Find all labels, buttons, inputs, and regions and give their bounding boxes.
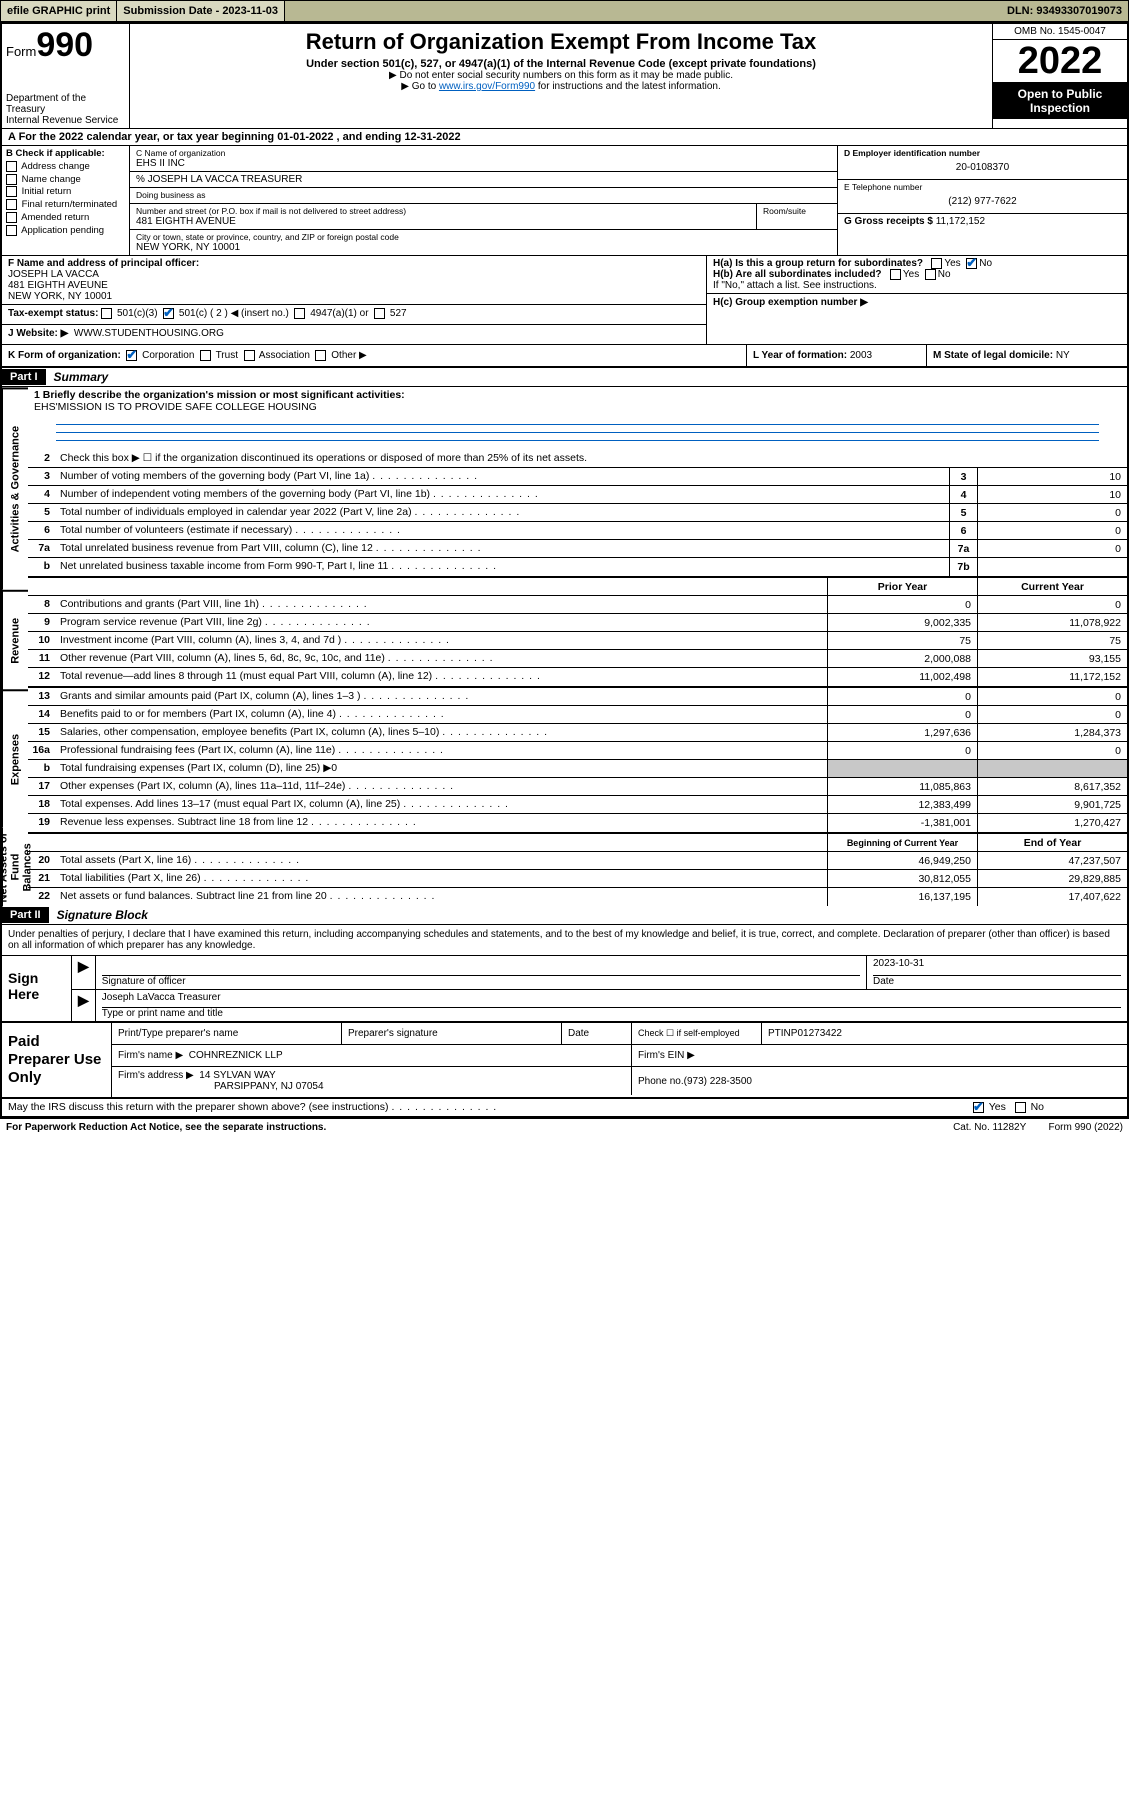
- summary-line: 20Total assets (Part X, line 16) 46,949,…: [28, 852, 1127, 870]
- corp-checkbox[interactable]: [126, 350, 137, 361]
- col-current-year: Current Year: [977, 578, 1127, 595]
- subtitle-1: Under section 501(c), 527, or 4947(a)(1)…: [136, 58, 986, 70]
- vtab-revenue: Revenue: [2, 590, 28, 690]
- form-title: Return of Organization Exempt From Incom…: [136, 29, 986, 55]
- gross-receipts: G Gross receipts $ 11,172,152: [838, 214, 1127, 229]
- subtitle-2: ▶ Do not enter social security numbers o…: [136, 70, 986, 81]
- summary-line: 19Revenue less expenses. Subtract line 1…: [28, 814, 1127, 832]
- submission-date: Submission Date - 2023-11-03: [117, 1, 285, 21]
- open-public: Open to Public Inspection: [993, 83, 1127, 119]
- summary-line: 11Other revenue (Part VIII, column (A), …: [28, 650, 1127, 668]
- sign-arrow-icon: ▶: [72, 956, 96, 989]
- col-end: End of Year: [977, 834, 1127, 851]
- summary-line: 9Program service revenue (Part VIII, lin…: [28, 614, 1127, 632]
- mission-label: 1 Briefly describe the organization's mi…: [28, 387, 1127, 415]
- dba-cell: Doing business as: [130, 188, 837, 204]
- vtab-expenses: Expenses: [2, 689, 28, 827]
- row-a-period: A For the 2022 calendar year, or tax yea…: [2, 129, 1127, 146]
- row-i-label: Tax-exempt status:: [8, 308, 98, 319]
- summary-line: 22Net assets or fund balances. Subtract …: [28, 888, 1127, 906]
- summary-line: bNet unrelated business taxable income f…: [28, 558, 1127, 576]
- tax-year: 2022: [993, 40, 1127, 83]
- row-k-l-m: K Form of organization: Corporation Trus…: [2, 345, 1127, 368]
- vtab-netassets: Net Assets or Fund Balances: [2, 828, 28, 907]
- summary-line: 5Total number of individuals employed in…: [28, 504, 1127, 522]
- row-f-h: F Name and address of principal officer:…: [2, 256, 1127, 345]
- 501c-checkbox[interactable]: [163, 308, 174, 319]
- summary-table: Activities & Governance Revenue Expenses…: [2, 387, 1127, 906]
- form-number: Form990: [6, 26, 125, 65]
- summary-line: 3Number of voting members of the governi…: [28, 468, 1127, 486]
- discuss-question: May the IRS discuss this return with the…: [2, 1099, 967, 1116]
- ein-cell: D Employer identification number 20-0108…: [838, 146, 1127, 180]
- sign-arrow-icon-2: ▶: [72, 990, 96, 1021]
- entity-block: B Check if applicable: Address change Na…: [2, 146, 1127, 256]
- efile-print-button[interactable]: efile GRAPHIC print: [1, 1, 117, 21]
- summary-line: 15Salaries, other compensation, employee…: [28, 724, 1127, 742]
- summary-line: bTotal fundraising expenses (Part IX, co…: [28, 760, 1127, 778]
- org-name-cell: C Name of organization EHS II INC: [130, 146, 837, 172]
- dln: DLN: 93493307019073: [1001, 1, 1128, 21]
- summary-line: 21Total liabilities (Part X, line 26) 30…: [28, 870, 1127, 888]
- irs-link[interactable]: www.irs.gov/Form990: [439, 81, 535, 92]
- street-cell: Number and street (or P.O. box if mail i…: [130, 204, 837, 230]
- form-header: Form990 Department of the Treasury Inter…: [2, 24, 1127, 129]
- summary-line: 8Contributions and grants (Part VIII, li…: [28, 596, 1127, 614]
- col-b-checkboxes: B Check if applicable: Address change Na…: [2, 146, 130, 255]
- part2-header: Part II Signature Block: [2, 906, 1127, 925]
- dept-treasury: Department of the Treasury Internal Reve…: [6, 93, 125, 126]
- website: WWW.STUDENTHOUSING.ORG: [74, 328, 224, 339]
- phone-cell: E Telephone number (212) 977-7622: [838, 180, 1127, 214]
- form-frame: Form990 Department of the Treasury Inter…: [0, 22, 1129, 1119]
- signature-declaration: Under penalties of perjury, I declare th…: [2, 925, 1127, 956]
- summary-line: 18Total expenses. Add lines 13–17 (must …: [28, 796, 1127, 814]
- paid-preparer-block: Paid Preparer Use Only Print/Type prepar…: [2, 1023, 1127, 1099]
- subtitle-3: ▶ Go to www.irs.gov/Form990 for instruct…: [136, 81, 986, 92]
- summary-line: 13Grants and similar amounts paid (Part …: [28, 688, 1127, 706]
- summary-line: 6Total number of volunteers (estimate if…: [28, 522, 1127, 540]
- summary-line: 2Check this box ▶ ☐ if the organization …: [28, 450, 1127, 468]
- discuss-yes-checkbox[interactable]: [973, 1102, 984, 1113]
- col-beginning: Beginning of Current Year: [827, 834, 977, 851]
- page-footer: For Paperwork Reduction Act Notice, see …: [0, 1119, 1129, 1136]
- sign-here-block: Sign Here ▶ Signature of officer 2023-10…: [2, 956, 1127, 1023]
- summary-line: 10Investment income (Part VIII, column (…: [28, 632, 1127, 650]
- topbar: efile GRAPHIC print Submission Date - 20…: [0, 0, 1129, 22]
- ha-no-checkbox[interactable]: [966, 258, 977, 269]
- city-cell: City or town, state or province, country…: [130, 230, 837, 255]
- summary-line: 16aProfessional fundraising fees (Part I…: [28, 742, 1127, 760]
- care-of: % JOSEPH LA VACCA TREASURER: [130, 172, 837, 188]
- summary-line: 7aTotal unrelated business revenue from …: [28, 540, 1127, 558]
- vtab-governance: Activities & Governance: [2, 387, 28, 589]
- part1-header: Part I Summary: [2, 368, 1127, 387]
- omb-number: OMB No. 1545-0047: [993, 24, 1127, 40]
- col-prior-year: Prior Year: [827, 578, 977, 595]
- summary-line: 4Number of independent voting members of…: [28, 486, 1127, 504]
- summary-line: 12Total revenue—add lines 8 through 11 (…: [28, 668, 1127, 686]
- summary-line: 17Other expenses (Part IX, column (A), l…: [28, 778, 1127, 796]
- summary-line: 14Benefits paid to or for members (Part …: [28, 706, 1127, 724]
